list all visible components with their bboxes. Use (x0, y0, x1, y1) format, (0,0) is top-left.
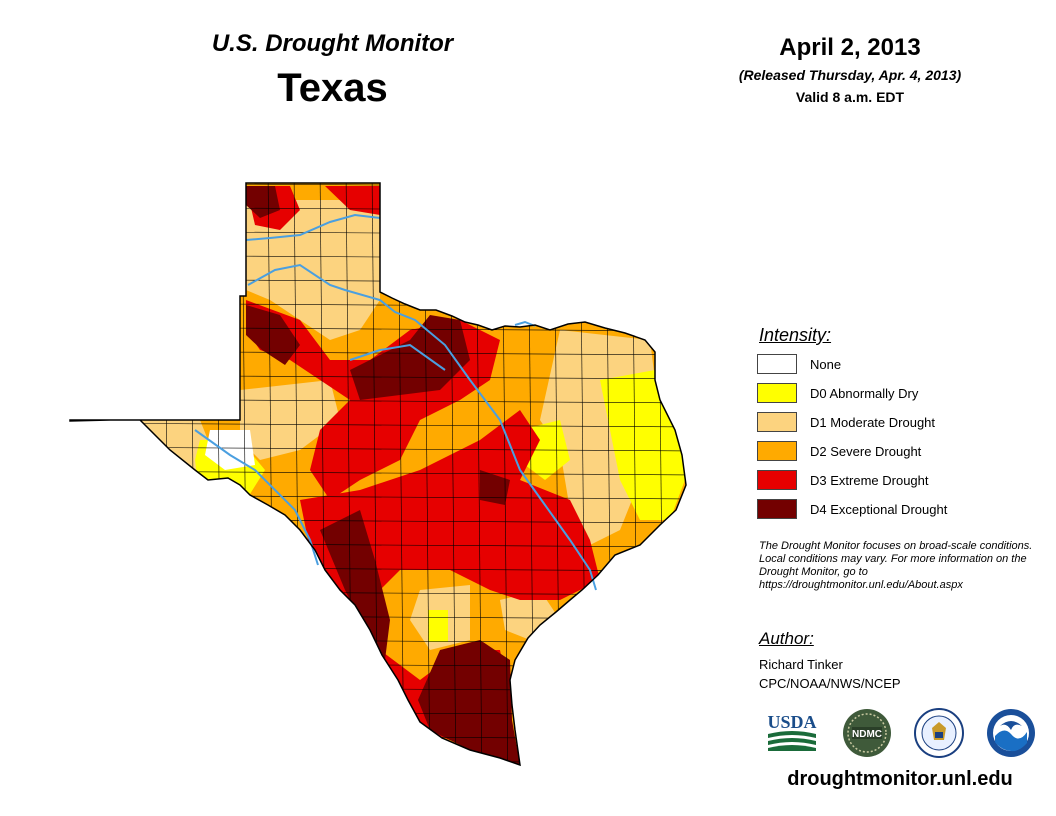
pecos-river (194, 429, 319, 566)
legend-swatch (757, 470, 797, 490)
canadian-river (245, 213, 381, 241)
state-title: Texas (277, 66, 388, 110)
legend-label: None (810, 357, 842, 372)
county-line (60, 170, 66, 790)
county-line (60, 783, 700, 787)
county-line (70, 734, 686, 740)
website-url[interactable]: droughtmonitor.unl.edu (787, 768, 1013, 790)
legend-label: D1 Moderate Drought (810, 415, 936, 430)
county-line (70, 422, 686, 428)
d4-south-texas (418, 640, 520, 765)
county-line (215, 183, 223, 765)
map-date: April 2, 2013 (779, 34, 921, 61)
usda-logo: USDA (767, 712, 817, 751)
county-line (70, 662, 686, 668)
legend-swatch (757, 383, 797, 403)
noaa-logo (987, 709, 1035, 757)
county-line (70, 710, 686, 716)
release-date: (Released Thursday, Apr. 4, 2013) (738, 67, 962, 83)
legend-title: Intensity: (759, 325, 832, 345)
d1-far-west (70, 410, 220, 590)
d4-rio-grande (320, 510, 390, 660)
legend-swatch (757, 499, 797, 519)
county-line (111, 183, 119, 765)
d4-panhandle (246, 186, 280, 218)
d4-north-central (350, 315, 470, 400)
county-line (70, 758, 686, 764)
county-line (163, 183, 171, 765)
logo-row: USDA NDMC (766, 708, 1046, 758)
legend-swatch (757, 441, 797, 461)
d4-central (480, 470, 510, 505)
map-subtitle: U.S. Drought Monitor (211, 30, 454, 57)
texas-drought-map (60, 170, 700, 790)
svg-text:USDA: USDA (767, 712, 816, 732)
county-line (70, 686, 686, 692)
texas-outline (69, 182, 687, 767)
legend-label: D2 Severe Drought (810, 444, 922, 459)
legend-swatch (757, 412, 797, 432)
legend-label: D0 Abnormally Dry (810, 386, 919, 401)
rivers (194, 213, 597, 591)
commerce-seal (914, 708, 964, 758)
legend-label: D4 Exceptional Drought (810, 502, 948, 517)
d4-rolling-plains (246, 305, 300, 365)
drought-monitor-note: The Drought Monitor focuses on broad-sca… (759, 540, 1033, 591)
valid-time: Valid 8 a.m. EDT (795, 89, 905, 105)
d3-panhandle-ne (325, 186, 380, 215)
red-river-east (514, 320, 536, 327)
red-brazos-river (247, 263, 597, 591)
none-area (205, 430, 255, 470)
legend-label: D3 Extreme Drought (810, 473, 929, 488)
brazos-tributary (349, 343, 446, 371)
d0-south (428, 610, 448, 642)
author-title: Author: (759, 629, 814, 648)
county-line (85, 183, 93, 765)
svg-text:NDMC: NDMC (852, 729, 882, 740)
ndmc-logo: NDMC (843, 709, 891, 757)
author-name: Richard Tinker (759, 657, 843, 672)
county-line (137, 183, 145, 765)
county-line (189, 183, 197, 765)
author-org: CPC/NOAA/NWS/NCEP (759, 676, 901, 691)
legend-swatch (757, 354, 797, 374)
